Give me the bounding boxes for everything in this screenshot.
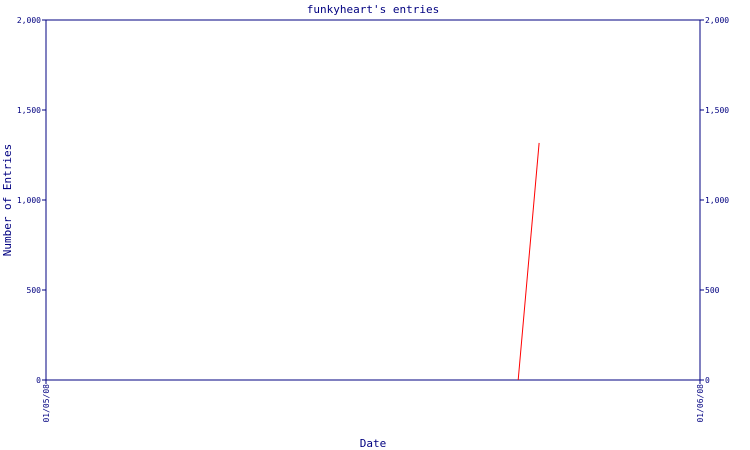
chart-title: funkyheart's entries bbox=[307, 3, 439, 16]
data-line bbox=[517, 142, 540, 381]
plot-frame bbox=[45, 19, 701, 381]
x-tick-label: 01/06/08 bbox=[696, 384, 705, 423]
y-tick-label: 2,000 bbox=[17, 16, 41, 25]
y2-tick-label: 0 bbox=[705, 376, 710, 385]
x-tick-label: 01/05/08 bbox=[42, 384, 51, 423]
y2-tick-label: 1,500 bbox=[705, 106, 729, 115]
y-tick-label: 0 bbox=[36, 376, 41, 385]
y2-tick-label: 500 bbox=[705, 286, 720, 295]
y-tick-label: 1,000 bbox=[17, 196, 41, 205]
y2-tick-label: 2,000 bbox=[705, 16, 729, 25]
y-tick-label: 1,500 bbox=[17, 106, 41, 115]
y-tick-label: 500 bbox=[27, 286, 42, 295]
y2-tick-label: 1,000 bbox=[705, 196, 729, 205]
y-axis-label: Number of Entries bbox=[1, 144, 14, 257]
x-axis-label: Date bbox=[360, 437, 387, 450]
